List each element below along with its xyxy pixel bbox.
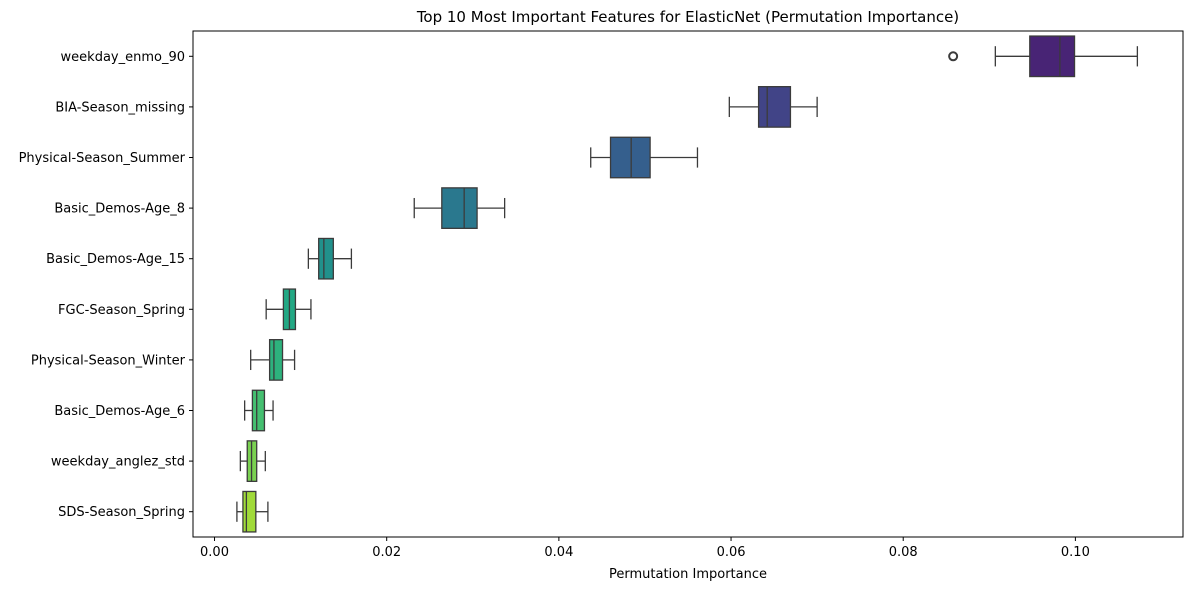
chart-title: Top 10 Most Important Features for Elast…	[416, 8, 959, 26]
plot-area	[236, 35, 1139, 533]
iqr-box	[268, 339, 284, 381]
y-tick-label: Basic_Demos-Age_15	[46, 252, 185, 267]
outlier-point	[948, 51, 959, 62]
x-axis-label: Permutation Importance	[609, 567, 767, 582]
box-basic-demos-age-15	[307, 237, 353, 280]
y-tick-label: BIA-Season_missing	[55, 100, 185, 115]
iqr-box	[757, 86, 792, 128]
iqr-box	[1029, 35, 1076, 78]
iqr-box	[609, 136, 651, 179]
y-tick-label: Basic_Demos-Age_8	[54, 202, 185, 217]
axes-frame	[192, 30, 1184, 538]
x-tick-label: 0.08	[889, 545, 918, 560]
iqr-box	[318, 237, 334, 280]
box-physical-season-summer	[590, 136, 699, 179]
iqr-box	[242, 490, 257, 533]
x-tick-label: 0.00	[200, 545, 229, 560]
box-bia-season-missing	[728, 86, 818, 128]
y-tick-label: Basic_Demos-Age_6	[54, 404, 185, 419]
x-tick-label: 0.10	[1061, 545, 1090, 560]
box-weekday-anglez-std	[239, 440, 266, 482]
iqr-box	[251, 389, 266, 432]
box-weekday-enmo-90	[948, 35, 1139, 78]
y-tick-label: FGC-Season_Spring	[58, 303, 185, 318]
iqr-box	[441, 187, 478, 229]
x-axis: 0.00 0.02 0.04 0.06 0.08 0.10	[200, 537, 1090, 560]
y-tick-label: Physical-Season_Summer	[19, 151, 186, 166]
box-physical-season-winter	[250, 339, 296, 381]
x-tick-label: 0.04	[544, 545, 573, 560]
x-tick-label: 0.02	[372, 545, 401, 560]
y-tick-label: weekday_enmo_90	[61, 50, 185, 65]
box-fgc-season-spring	[265, 288, 312, 331]
box-basic-demos-age-6	[244, 389, 274, 432]
y-tick-label: Physical-Season_Winter	[31, 353, 186, 368]
x-tick-label: 0.06	[717, 545, 746, 560]
box-basic-demos-age-8	[413, 187, 506, 229]
y-axis: weekday_enmo_90 BIA-Season_missing Physica…	[19, 50, 193, 520]
y-tick-label: weekday_anglez_std	[51, 455, 185, 470]
y-tick-label: SDS-Season_Spring	[58, 505, 185, 520]
box-sds-season-spring	[236, 490, 269, 533]
